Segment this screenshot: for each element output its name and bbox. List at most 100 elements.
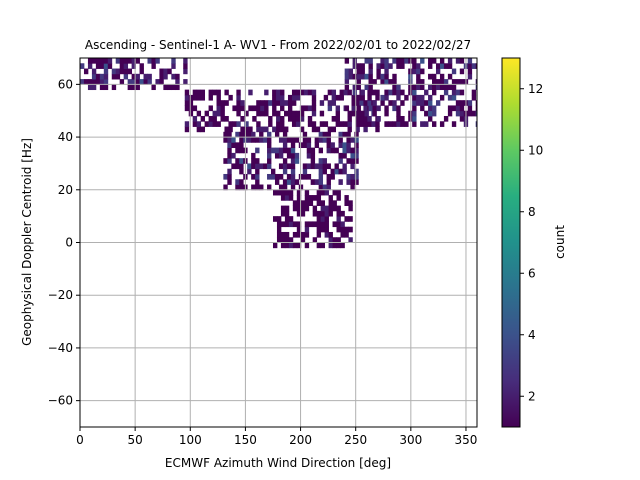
heatmap-cell: [248, 89, 253, 96]
heatmap-cell: [396, 58, 401, 64]
heatmap-cell: [271, 168, 276, 175]
heatmap-cell: [302, 173, 308, 180]
heatmap-cell: [346, 179, 351, 185]
heatmap-cell: [236, 100, 241, 106]
heatmap-cell: [251, 152, 256, 159]
heatmap-cell: [384, 94, 389, 101]
heatmap-cell: [384, 110, 389, 117]
heatmap-cell: [251, 173, 256, 180]
heatmap-cell: [216, 94, 221, 101]
heatmap-cell: [216, 100, 221, 106]
heatmap-cell: [255, 179, 260, 185]
heatmap-cell: [331, 115, 337, 122]
heatmap-cell: [447, 105, 453, 112]
heatmap-cell: [346, 147, 351, 154]
heatmap-cell: [331, 94, 337, 101]
heatmap-cell: [336, 237, 341, 243]
heatmap-cell: [439, 94, 445, 101]
heatmap-cell: [344, 105, 350, 112]
heatmap-cell: [471, 63, 477, 69]
heatmap-cell: [155, 58, 160, 64]
heatmap-cell: [286, 179, 292, 185]
heatmap-cell: [247, 163, 252, 170]
heatmap-cell: [235, 158, 240, 164]
heatmap-cell: [111, 73, 117, 80]
heatmap-cell: [248, 126, 253, 133]
heatmap-cell: [331, 100, 337, 106]
heatmap-cell: [302, 137, 308, 143]
heatmap-cell: [280, 115, 285, 122]
heatmap-cell: [455, 110, 461, 117]
heatmap-cell: [280, 94, 285, 101]
heatmap-cell: [306, 142, 312, 149]
heatmap-cell: [276, 221, 282, 228]
x-tick-label: 0: [76, 433, 84, 447]
heatmap-cell: [363, 115, 368, 122]
heatmap-cell: [356, 105, 361, 112]
heatmap-cell: [322, 131, 327, 138]
heatmap-cell: [235, 163, 240, 170]
heatmap-cell: [307, 105, 313, 112]
heatmap-cell: [459, 58, 465, 64]
y-tick-label: −40: [48, 341, 73, 355]
heatmap-cell: [332, 237, 337, 243]
heatmap-cell: [99, 63, 105, 69]
heatmap-cell: [282, 142, 288, 149]
heatmap-cell: [388, 89, 393, 96]
heatmap-cell: [284, 216, 290, 222]
heatmap-cell: [330, 147, 335, 154]
heatmap-cell: [188, 94, 194, 101]
heatmap-cell: [455, 100, 461, 106]
heatmap-cell: [274, 179, 280, 185]
heatmap-cell: [416, 63, 421, 69]
heatmap-cell: [322, 184, 327, 191]
heatmap-cell: [335, 105, 340, 112]
heatmap-cell: [346, 137, 351, 143]
heatmap-cell: [227, 179, 232, 185]
heatmap-cell: [306, 163, 312, 170]
heatmap-cell: [396, 115, 401, 122]
heatmap-cell: [99, 73, 105, 80]
x-tick-label: 50: [127, 433, 142, 447]
heatmap-cell: [260, 100, 265, 106]
heatmap-cell: [343, 121, 348, 127]
heatmap-cell: [295, 110, 301, 117]
heatmap-cell: [183, 68, 188, 75]
heatmap-cell: [259, 184, 264, 191]
heatmap-cell: [318, 131, 324, 138]
heatmap-cell: [432, 79, 437, 85]
heatmap-cell: [420, 58, 425, 64]
heatmap-cell: [352, 84, 357, 91]
heatmap-cell: [272, 189, 278, 196]
heatmap-cell: [95, 73, 101, 80]
heatmap-cell: [342, 131, 347, 138]
heatmap-cell: [264, 89, 269, 96]
heatmap-cell: [220, 110, 225, 117]
heatmap-cell: [284, 237, 290, 243]
heatmap-cell: [223, 137, 228, 143]
heatmap-cell: [447, 84, 453, 91]
heatmap-cell: [342, 168, 347, 175]
heatmap-cell: [348, 200, 353, 206]
heatmap-cell: [235, 142, 240, 149]
heatmap-cell: [384, 73, 389, 80]
heatmap-cell: [348, 237, 353, 243]
heatmap-cell: [280, 242, 286, 249]
heatmap-cell: [372, 105, 377, 112]
heatmap-cell: [280, 105, 285, 112]
heatmap-cell: [344, 58, 350, 64]
heatmap-cell: [235, 147, 240, 154]
heatmap-cell: [300, 210, 306, 217]
heatmap-cell: [284, 242, 290, 249]
heatmap-cell: [451, 105, 457, 112]
heatmap-cell: [260, 126, 265, 133]
heatmap-cell: [184, 105, 190, 112]
heatmap-cell: [135, 58, 140, 64]
heatmap-cell: [296, 195, 302, 201]
heatmap-cell: [296, 231, 302, 238]
heatmap-cell: [228, 121, 233, 127]
heatmap-cell: [192, 121, 198, 127]
heatmap-cell: [135, 73, 140, 80]
heatmap-cell: [295, 89, 301, 96]
heatmap-cell: [302, 131, 308, 138]
